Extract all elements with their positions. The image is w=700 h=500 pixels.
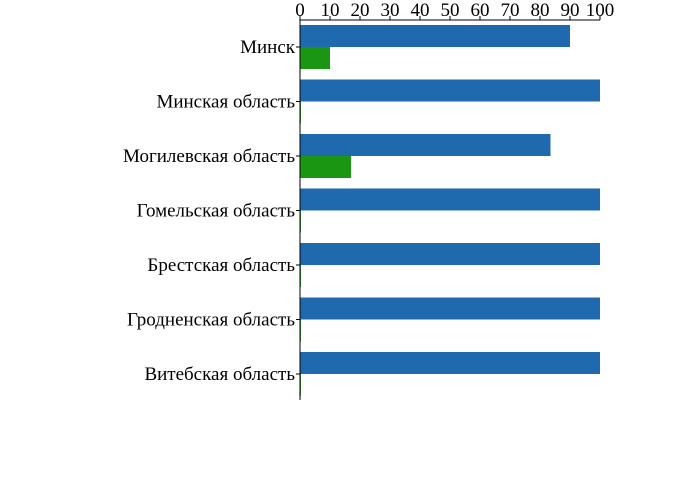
bars bbox=[300, 25, 600, 396]
bar bbox=[300, 47, 330, 69]
x-tick-label: 50 bbox=[441, 0, 460, 21]
bar bbox=[300, 188, 600, 211]
x-tick-label: 30 bbox=[381, 0, 400, 21]
bar bbox=[300, 79, 600, 102]
x-tick-label: 80 bbox=[531, 0, 550, 21]
x-tick-label: 70 bbox=[501, 0, 520, 21]
category-label: Гродненская область bbox=[127, 310, 295, 331]
x-tick-label: 40 bbox=[411, 0, 430, 21]
category-label: Витебская область bbox=[144, 364, 295, 385]
category-label: Минск bbox=[240, 37, 296, 58]
bar bbox=[300, 243, 600, 265]
bar bbox=[300, 297, 600, 320]
x-tick-label: 10 bbox=[321, 0, 340, 21]
x-tick-label: 60 bbox=[471, 0, 490, 21]
bar bbox=[300, 156, 351, 178]
x-axis: 0 10 20 30 40 50 60 70 80 90 100 bbox=[295, 0, 614, 21]
bar bbox=[300, 134, 551, 156]
x-tick-label: 20 bbox=[351, 0, 370, 21]
category-label: Могилевская область bbox=[123, 146, 295, 167]
x-tick-label: 0 bbox=[295, 0, 305, 21]
category-label: Минская область bbox=[156, 92, 295, 113]
x-tick-label: 90 bbox=[561, 0, 580, 21]
bar bbox=[300, 25, 570, 47]
bar bbox=[300, 352, 600, 374]
category-label: Брестская область bbox=[147, 255, 295, 276]
x-tick-label: 100 bbox=[586, 0, 615, 21]
category-label: Гомельская область bbox=[137, 201, 296, 222]
category-labels: Минск Минская область Могилевская область Г… bbox=[123, 37, 300, 385]
